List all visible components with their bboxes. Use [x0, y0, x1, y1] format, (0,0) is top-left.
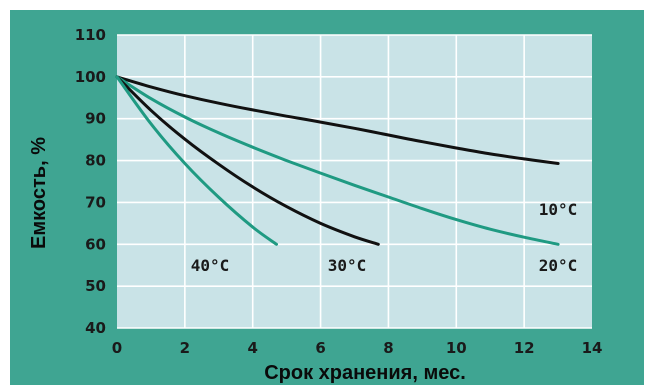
series-labels: 10°C 20°C 30°C 40°C	[191, 200, 578, 275]
x-axis-ticks: 0 2 4 6 8 10 12 14	[112, 339, 603, 357]
series-line	[115, 75, 560, 165]
y-tick-label: 40	[85, 319, 106, 337]
x-tick-label: 4	[247, 339, 257, 357]
x-tick-label: 14	[582, 339, 603, 357]
x-tick-label: 10	[446, 339, 467, 357]
x-tick-label: 8	[383, 339, 393, 357]
x-tick-label: 0	[112, 339, 122, 357]
y-tick-label: 110	[75, 26, 106, 44]
chart-frame: 40 50 60 70 80 90 100 110 0 2 4 6 8 10 12 14 10°C 20°C 3…	[10, 10, 644, 385]
series-line	[115, 75, 380, 246]
x-axis-title: Срок хранения, мес.	[264, 362, 466, 384]
x-tick-label: 2	[180, 339, 190, 357]
y-tick-label: 100	[75, 68, 106, 86]
plot-area	[117, 35, 592, 328]
y-axis-ticks: 40 50 60 70 80 90 100 110	[75, 26, 106, 337]
y-tick-label: 70	[85, 193, 106, 211]
y-tick-label: 60	[85, 235, 106, 253]
series-label: 20°C	[539, 256, 578, 275]
series-label: 30°C	[328, 256, 367, 275]
series-lines	[115, 75, 560, 246]
y-tick-label: 50	[85, 277, 106, 295]
series-line	[115, 75, 278, 246]
grid	[117, 34, 592, 329]
series-label: 40°C	[191, 256, 230, 275]
y-tick-label: 80	[85, 152, 106, 170]
x-tick-label: 6	[315, 339, 325, 357]
chart-svg: 40 50 60 70 80 90 100 110 0 2 4 6 8 10 12 14 10°C 20°C 3…	[28, 26, 603, 384]
y-tick-label: 90	[85, 110, 106, 128]
y-axis-title: Емкость, %	[28, 137, 50, 249]
x-tick-label: 12	[514, 339, 535, 357]
series-line	[115, 75, 560, 246]
series-label: 10°C	[539, 200, 578, 219]
